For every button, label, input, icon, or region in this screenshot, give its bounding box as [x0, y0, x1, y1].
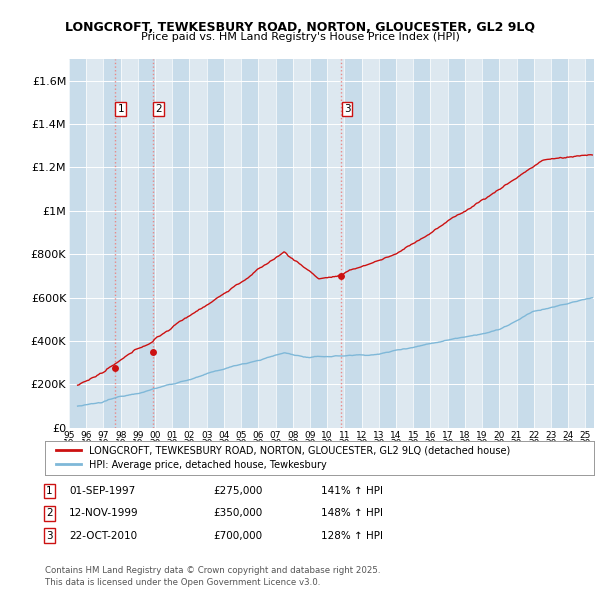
Bar — [103, 59, 121, 428]
Text: Price paid vs. HM Land Registry's House Price Index (HPI): Price paid vs. HM Land Registry's House … — [140, 32, 460, 42]
Bar — [586, 59, 600, 428]
Bar — [413, 59, 430, 428]
Bar — [551, 59, 568, 428]
Text: 3: 3 — [46, 531, 53, 540]
Bar — [241, 59, 259, 428]
Text: £275,000: £275,000 — [213, 486, 262, 496]
Text: 2: 2 — [46, 509, 53, 518]
Text: 12-NOV-1999: 12-NOV-1999 — [69, 509, 139, 518]
Bar — [172, 59, 190, 428]
Bar — [138, 59, 155, 428]
Text: £700,000: £700,000 — [213, 531, 262, 540]
Text: 128% ↑ HPI: 128% ↑ HPI — [321, 531, 383, 540]
Bar — [310, 59, 327, 428]
Text: 01-SEP-1997: 01-SEP-1997 — [69, 486, 135, 496]
Text: 1: 1 — [118, 104, 124, 114]
Bar — [344, 59, 362, 428]
Text: 148% ↑ HPI: 148% ↑ HPI — [321, 509, 383, 518]
Text: 1: 1 — [46, 486, 53, 496]
Bar — [207, 59, 224, 428]
Legend: LONGCROFT, TEWKESBURY ROAD, NORTON, GLOUCESTER, GL2 9LQ (detached house), HPI: A: LONGCROFT, TEWKESBURY ROAD, NORTON, GLOU… — [53, 442, 514, 474]
Bar — [69, 59, 86, 428]
Text: 3: 3 — [344, 104, 350, 114]
Text: 2: 2 — [155, 104, 162, 114]
Bar — [379, 59, 396, 428]
Bar — [517, 59, 534, 428]
Text: Contains HM Land Registry data © Crown copyright and database right 2025.
This d: Contains HM Land Registry data © Crown c… — [45, 566, 380, 587]
Text: LONGCROFT, TEWKESBURY ROAD, NORTON, GLOUCESTER, GL2 9LQ: LONGCROFT, TEWKESBURY ROAD, NORTON, GLOU… — [65, 21, 535, 34]
Bar — [275, 59, 293, 428]
Text: £350,000: £350,000 — [213, 509, 262, 518]
Bar — [448, 59, 465, 428]
Text: 22-OCT-2010: 22-OCT-2010 — [69, 531, 137, 540]
Text: 141% ↑ HPI: 141% ↑ HPI — [321, 486, 383, 496]
Bar — [482, 59, 499, 428]
